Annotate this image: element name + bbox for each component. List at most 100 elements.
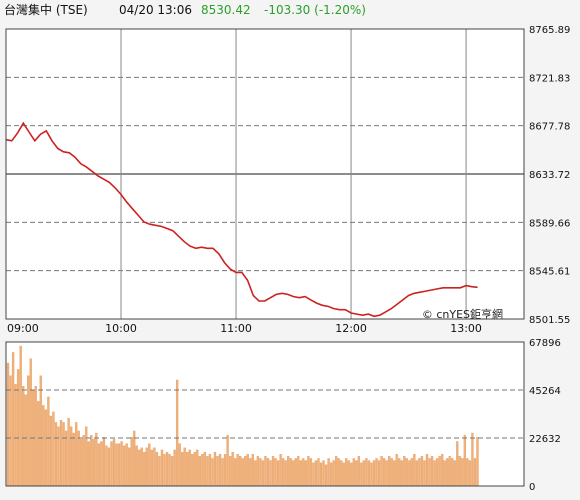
volume-bar <box>289 458 292 487</box>
volume-bar <box>165 451 169 487</box>
volume-bar <box>405 458 408 487</box>
volume-bar <box>428 458 431 487</box>
volume-bar <box>375 458 378 487</box>
volume-bar <box>145 447 148 487</box>
volume-bar <box>415 460 419 487</box>
time-tick-label: 10:00 <box>105 322 137 335</box>
volume-bar <box>443 460 446 487</box>
volume-bar <box>193 451 196 487</box>
volume-bar <box>115 443 118 487</box>
volume-bar <box>85 426 88 487</box>
volume-bar <box>107 447 111 487</box>
volume-bar <box>347 460 350 487</box>
volume-bar <box>352 458 355 487</box>
volume-bar <box>211 458 214 487</box>
volume-bar <box>350 462 353 487</box>
price-tick-label: 8721.83 <box>529 73 570 84</box>
volume-bar <box>393 460 396 487</box>
volume-bar <box>218 454 222 487</box>
volume-tick-label: 67896 <box>529 338 561 349</box>
volume-bar <box>456 441 459 487</box>
volume-bar <box>90 434 93 487</box>
volume-y-axis: 67896 45264 22632 0 <box>529 338 561 493</box>
volume-bar <box>95 432 98 487</box>
volume-bar <box>425 454 429 487</box>
volume-bar <box>438 456 441 487</box>
volume-bar <box>16 369 20 487</box>
volume-bar <box>143 451 146 487</box>
volume-bar <box>284 460 287 487</box>
price-y-axis: 8765.89 8721.83 8677.78 8633.72 8589.66 8545.… <box>529 25 570 326</box>
volume-bar <box>59 420 63 487</box>
volume-bar <box>453 460 456 487</box>
time-tick-label: 12:00 <box>335 322 367 335</box>
volume-bar <box>458 456 461 487</box>
price-tick-label: 8589.66 <box>529 218 570 229</box>
volume-bar <box>365 458 368 487</box>
volume-bar <box>122 445 126 487</box>
quote-header: 台灣集中 (TSE) 04/20 13:06 8530.42 -103.30 (… <box>0 0 580 20</box>
volume-bar <box>173 449 176 487</box>
volume-bar <box>148 443 151 487</box>
volume-tick-label: 0 <box>529 482 535 493</box>
volume-bar <box>261 460 265 487</box>
volume-bar <box>463 434 467 487</box>
volume-bar <box>380 456 383 487</box>
volume-bar <box>281 458 285 487</box>
volume-bar <box>112 439 116 487</box>
volume-bar <box>440 454 444 487</box>
volume-bar <box>236 454 239 487</box>
volume-bar <box>110 441 113 487</box>
volume-bar <box>342 462 345 487</box>
quote-datetime: 04/20 13:06 <box>119 3 192 17</box>
volume-bar <box>92 439 95 487</box>
volume-bar <box>130 437 133 487</box>
volume-bar <box>97 443 101 487</box>
volume-bar <box>175 379 179 487</box>
volume-bar <box>234 458 237 487</box>
volume-bar <box>390 458 393 487</box>
volume-bar <box>49 415 53 487</box>
volume-bar <box>337 458 340 487</box>
volume-bar <box>372 460 376 487</box>
volume-bar <box>62 422 65 487</box>
volume-bar <box>228 456 232 487</box>
volume-bar <box>125 443 128 487</box>
volume-bar <box>170 456 174 487</box>
volume-bar <box>168 454 171 487</box>
volume-bar <box>408 460 411 487</box>
volume-bar <box>345 458 348 487</box>
volume-bar <box>181 451 184 487</box>
volume-bar <box>44 409 48 487</box>
volume-bar <box>186 451 189 487</box>
volume-bar <box>133 430 136 487</box>
volume-bar <box>27 375 30 487</box>
volume-bar <box>413 454 416 487</box>
volume-bar <box>319 462 323 487</box>
volume-bar <box>72 432 75 487</box>
price-frame <box>5 28 525 320</box>
volume-bar <box>244 456 247 487</box>
volume-bar <box>153 447 156 487</box>
volume-bar <box>461 458 464 487</box>
volume-bar <box>201 454 204 487</box>
volume-bar <box>476 437 479 487</box>
volume-bar <box>418 458 421 487</box>
volume-bar <box>87 441 90 487</box>
volume-bar <box>309 458 313 487</box>
volume-bar <box>279 454 282 487</box>
volume-bar <box>64 430 68 487</box>
volume-bar <box>304 460 308 487</box>
volume-bar <box>302 458 305 487</box>
volume-bar <box>473 458 477 487</box>
volume-bar <box>312 462 315 487</box>
price-tick-label: 8501.55 <box>529 315 570 326</box>
volume-bar <box>77 430 80 487</box>
volume-bar <box>433 460 436 487</box>
volume-bar <box>178 443 181 487</box>
volume-bar <box>360 462 363 487</box>
last-price: 8530.42 <box>201 3 251 17</box>
volume-bar <box>11 352 15 487</box>
volume-bar <box>37 401 40 487</box>
volume-bar <box>21 386 25 487</box>
